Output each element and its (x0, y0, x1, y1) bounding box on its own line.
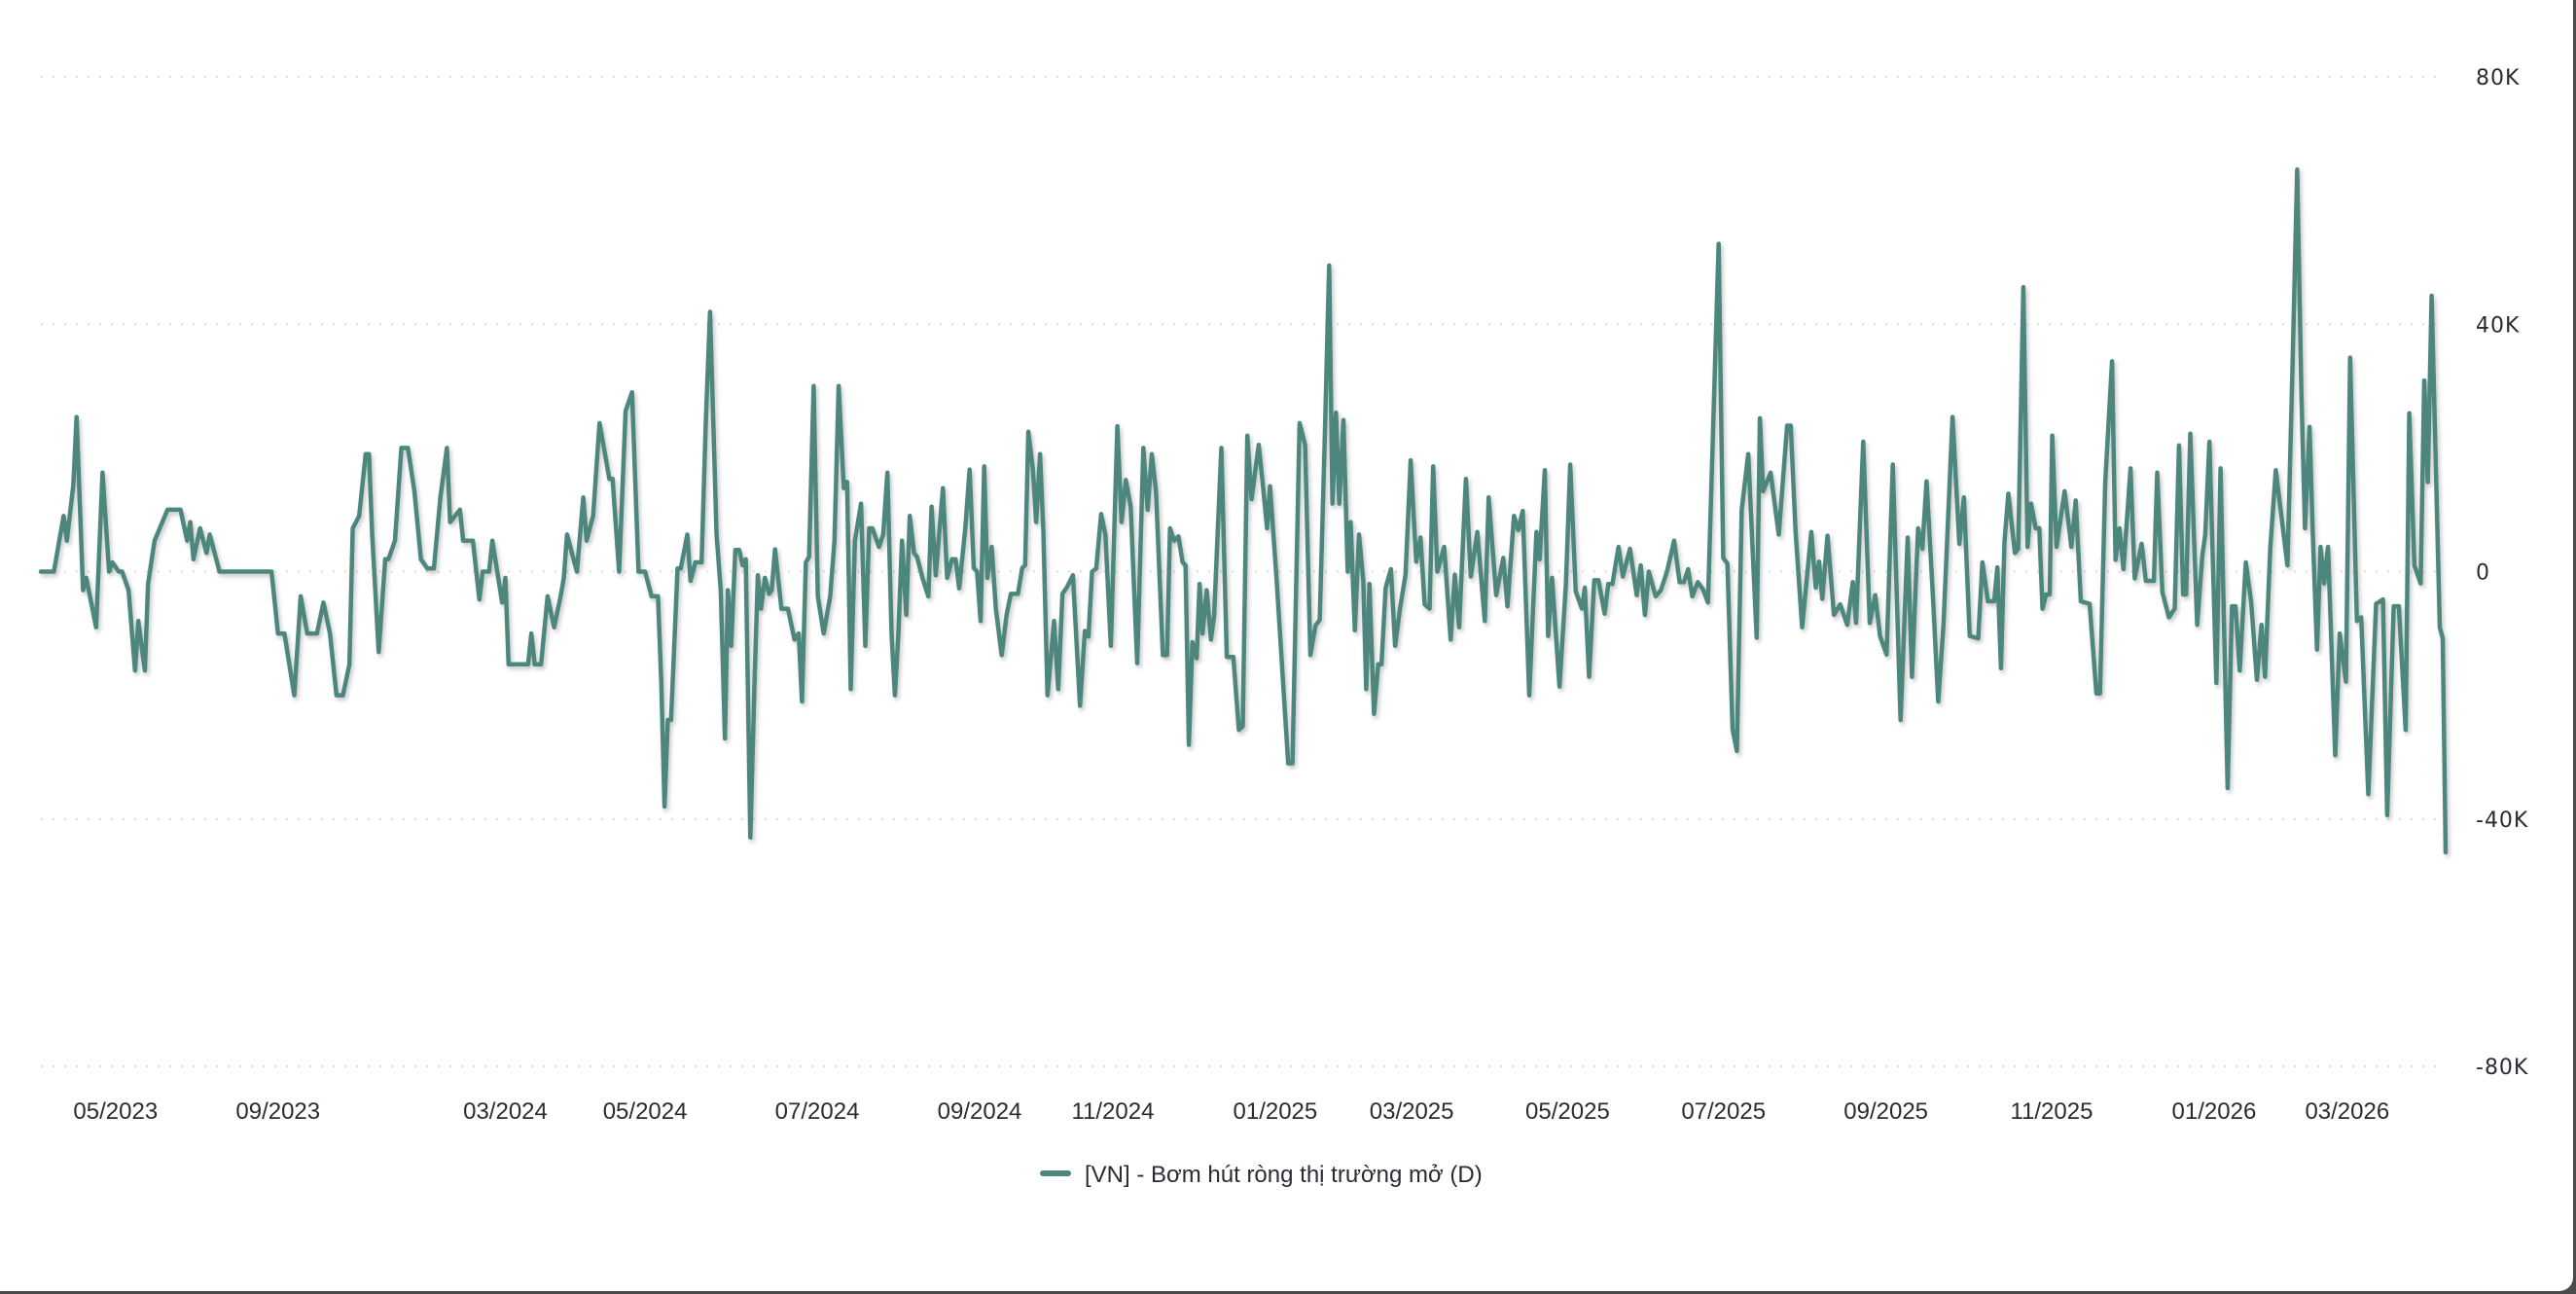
legend[interactable]: [VN] - Bơm hút ròng thị trường mở (D) (1040, 1162, 1483, 1188)
x-tick-label: 09/2024 (938, 1098, 1022, 1125)
series-line[interactable] (38, 167, 2449, 855)
x-axis: 05/2023 09/2023 03/2024 05/2024 07/2024 09/20… (73, 1098, 2389, 1125)
x-tick-label: 05/2025 (1525, 1098, 1610, 1125)
x-tick-label: 11/2024 (1071, 1098, 1154, 1125)
legend-label: [VN] - Bơm hút ròng thị trường mở (D) (1085, 1162, 1483, 1188)
y-tick-label: 80K (2476, 66, 2520, 90)
series-group (38, 167, 2449, 855)
x-tick-label: 01/2025 (1234, 1098, 1318, 1125)
x-tick-label: 11/2025 (2010, 1098, 2093, 1125)
y-tick-label: -40K (2476, 809, 2528, 833)
x-tick-label: 05/2023 (73, 1098, 158, 1125)
x-tick-label: 09/2025 (1843, 1098, 1928, 1125)
gridlines (41, 76, 2445, 1067)
x-tick-label: 01/2026 (2172, 1098, 2257, 1125)
x-tick-label: 03/2024 (463, 1098, 548, 1125)
y-tick-label: 0 (2476, 561, 2490, 586)
x-tick-label: 05/2024 (603, 1098, 688, 1125)
y-tick-label: 40K (2476, 313, 2520, 338)
x-tick-label: 07/2025 (1681, 1098, 1766, 1125)
x-tick-label: 03/2026 (2305, 1098, 2389, 1125)
y-axis: 80K 40K 0 -40K -80K (2476, 66, 2528, 1080)
x-tick-label: 09/2023 (235, 1098, 320, 1125)
y-tick-label: -80K (2476, 1056, 2528, 1080)
x-tick-label: 03/2025 (1370, 1098, 1454, 1125)
x-tick-label: 07/2024 (775, 1098, 860, 1125)
